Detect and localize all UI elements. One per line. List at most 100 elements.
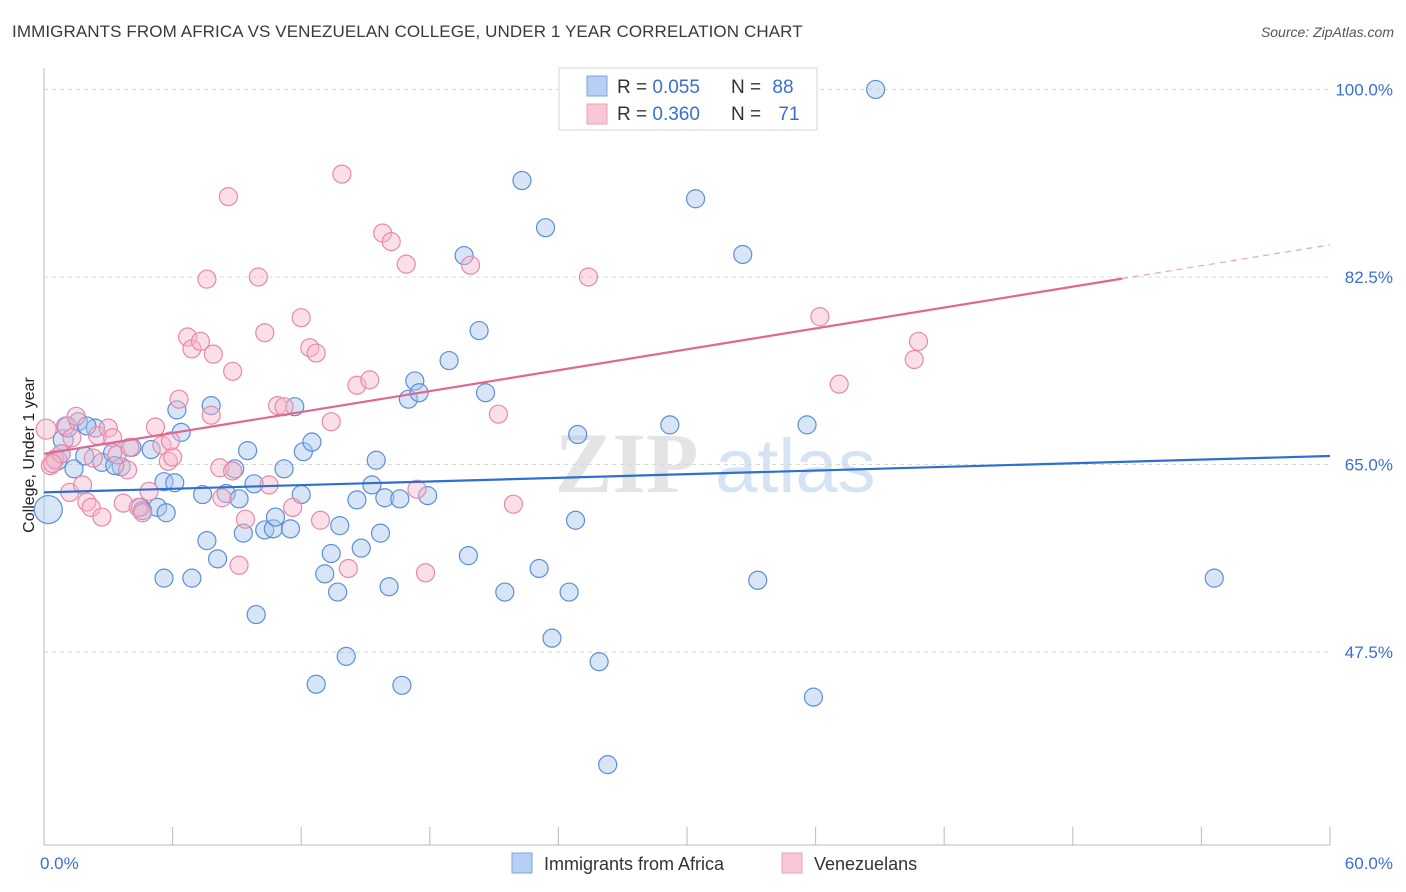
point-africa-21 xyxy=(182,568,202,588)
point-africa-43 xyxy=(315,564,335,584)
legend-swatch-blue xyxy=(586,75,608,97)
point-africa-36 xyxy=(274,459,294,479)
point-africa-72 xyxy=(565,510,586,530)
point-venezuelan-57 xyxy=(460,255,481,275)
point-venezuelan-19 xyxy=(132,503,153,523)
point-venezuelan-53 xyxy=(381,232,401,252)
point-africa-86 xyxy=(77,416,97,436)
svg-text:N = 88: N = 88 xyxy=(731,77,794,98)
point-venezuelan-31 xyxy=(203,344,223,364)
legend-n-value-1: 88 xyxy=(772,77,793,98)
point-venezuelan-61 xyxy=(810,307,830,327)
point-africa-63 xyxy=(458,546,478,566)
y-tick-label-0: 47.5% xyxy=(1345,643,1393,662)
point-africa-13 xyxy=(141,439,161,460)
point-venezuelan-38 xyxy=(248,267,268,287)
point-africa-35 xyxy=(265,507,286,527)
point-africa-83 xyxy=(1204,568,1224,588)
watermark: ZIP atlas xyxy=(555,415,876,511)
point-venezuelan-47 xyxy=(321,412,341,432)
point-venezuelan-37 xyxy=(235,509,256,529)
point-africa-66 xyxy=(495,582,515,602)
point-venezuelan-62 xyxy=(829,374,849,394)
trend-line-1 xyxy=(43,277,1123,455)
point-africa-34 xyxy=(263,519,283,539)
point-venezuelan-4 xyxy=(55,416,76,436)
point-venezuelan-60 xyxy=(578,267,599,287)
point-venezuelan-43 xyxy=(291,308,311,328)
y-tick-label-3: 100.0% xyxy=(1335,80,1393,99)
point-africa-67 xyxy=(512,170,532,191)
point-venezuelan-68 xyxy=(160,431,181,451)
point-venezuelan-55 xyxy=(407,479,427,499)
point-venezuelan-45 xyxy=(306,343,326,363)
trend-line-extension-1 xyxy=(1122,244,1331,280)
y-tick-label-1: 65.0% xyxy=(1345,456,1393,475)
point-venezuelan-56 xyxy=(415,563,436,583)
point-venezuelan-48 xyxy=(332,164,352,184)
point-venezuelan-30 xyxy=(201,405,221,425)
legend-n-label-2: N = xyxy=(731,104,766,125)
point-africa-51 xyxy=(366,450,386,470)
x-tick-labels: 0.0% 60.0% xyxy=(40,854,1393,873)
point-venezuelan-35 xyxy=(223,461,243,481)
point-venezuelan-46 xyxy=(310,510,331,530)
point-africa-55 xyxy=(390,489,410,509)
bottom-legend-label-pink: Venezuelans xyxy=(814,854,917,874)
point-africa-76 xyxy=(660,415,680,435)
point-venezuelan-36 xyxy=(229,555,249,575)
point-venezuelan-59 xyxy=(503,494,523,514)
point-africa-73 xyxy=(568,424,588,445)
point-venezuelan-44 xyxy=(300,338,320,358)
point-africa-70 xyxy=(542,628,562,648)
point-venezuelan-11 xyxy=(92,507,112,527)
point-africa-74 xyxy=(589,652,609,672)
svg-text:N = 71: N = 71 xyxy=(731,104,800,125)
point-africa-24 xyxy=(201,395,221,416)
point-africa-22 xyxy=(193,484,213,505)
point-venezuelan-12 xyxy=(98,418,118,438)
point-africa-46 xyxy=(330,516,350,536)
point-venezuelan-64 xyxy=(908,331,929,351)
svg-text:R = 0.360: R = 0.360 xyxy=(617,104,700,125)
point-venezuelan-16 xyxy=(117,460,138,480)
point-venezuelan-6 xyxy=(66,406,86,426)
point-venezuelan-15 xyxy=(113,493,133,513)
point-africa-58 xyxy=(405,371,425,391)
point-africa-82 xyxy=(866,79,886,100)
point-africa-71 xyxy=(559,582,579,602)
point-africa-29 xyxy=(233,523,253,543)
point-venezuelan-34 xyxy=(223,361,243,381)
bottom-legend: Immigrants from Africa Venezuelans xyxy=(511,852,917,874)
point-africa-25 xyxy=(208,549,228,569)
x-tick-label-1: 60.0% xyxy=(1345,854,1393,873)
legend-swatch-pink xyxy=(586,103,608,125)
point-africa-69 xyxy=(535,218,556,238)
y-tick-label-2: 82.5% xyxy=(1345,268,1393,287)
legend: R = 0.055 N = 88 R = 0.360 N = 71 xyxy=(558,67,818,131)
watermark-atlas: atlas xyxy=(715,424,876,509)
bottom-legend-swatch-blue xyxy=(511,852,533,874)
point-venezuelan-9 xyxy=(81,497,101,518)
point-venezuelan-20 xyxy=(139,481,159,501)
trend-line-0 xyxy=(43,454,1331,494)
point-venezuelan-29 xyxy=(197,269,217,289)
point-africa-61 xyxy=(439,350,459,371)
point-africa-54 xyxy=(379,577,399,597)
point-africa-56 xyxy=(392,675,412,695)
point-venezuelan-21 xyxy=(145,417,166,437)
point-venezuelan-63 xyxy=(904,349,924,370)
y-tick-labels: 47.5% 65.0% 82.5% 100.0% xyxy=(1335,80,1393,662)
legend-r-value-1: 0.055 xyxy=(652,77,700,98)
point-africa-79 xyxy=(748,570,768,590)
point-venezuelan-69 xyxy=(212,488,232,508)
point-africa-68 xyxy=(529,558,549,579)
series-venezuelans xyxy=(35,164,929,583)
point-africa-37 xyxy=(280,519,301,539)
point-venezuelan-58 xyxy=(488,404,508,424)
legend-r-value-2: 0.360 xyxy=(652,104,700,125)
point-venezuelan-54 xyxy=(396,254,416,274)
point-africa-0 xyxy=(33,494,63,525)
point-africa-60 xyxy=(418,486,438,506)
trend-lines xyxy=(43,244,1331,494)
